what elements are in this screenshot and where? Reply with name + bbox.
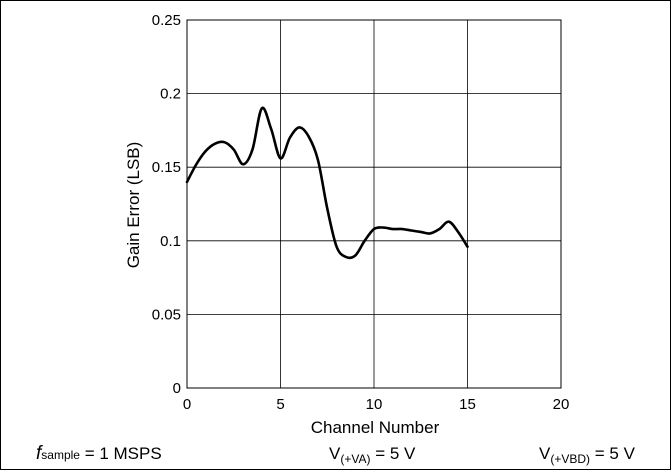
vbd-supply-condition: V(+VBD) = 5 V <box>539 444 636 466</box>
y-tick-label: 0.15 <box>152 159 181 176</box>
y-tick-labels: 0 0.05 0.1 0.15 0.2 0.25 <box>152 12 181 397</box>
vbd-subscript: (+VBD) <box>550 452 590 466</box>
sample-rate-value: = 1 MSPS <box>80 444 162 463</box>
x-tick-label: 5 <box>276 396 284 413</box>
va-value: = 5 V <box>370 444 416 463</box>
sample-rate-condition: fsample = 1 MSPS <box>36 443 162 464</box>
x-tick-label: 10 <box>366 396 383 413</box>
y-tick-label: 0.2 <box>160 86 181 103</box>
plot-area-border <box>186 19 562 389</box>
y-tick-label: 0.1 <box>160 233 181 250</box>
y-axis-label: Gain Error (LSB) <box>124 142 143 269</box>
y-tick-label: 0.25 <box>152 12 181 29</box>
y-tick-label: 0.05 <box>152 306 181 323</box>
x-axis-label: Channel Number <box>311 418 440 437</box>
vbd-value: = 5 V <box>590 444 636 463</box>
va-supply-condition: V(+VA) = 5 V <box>329 444 416 466</box>
gain-error-series-line <box>185 106 469 260</box>
grid-lines <box>187 20 561 388</box>
va-symbol: V <box>329 444 341 463</box>
vbd-symbol: V <box>539 444 551 463</box>
x-tick-label: 15 <box>459 396 476 413</box>
y-tick-label: 0 <box>173 380 181 397</box>
sample-rate-subscript: sample <box>41 448 80 462</box>
x-tick-label: 20 <box>553 396 570 413</box>
x-tick-labels: 0 5 10 15 20 <box>183 396 570 413</box>
x-tick-label: 0 <box>183 396 191 413</box>
va-subscript: (+VA) <box>340 452 370 466</box>
sample-rate-symbol: f <box>36 443 43 464</box>
